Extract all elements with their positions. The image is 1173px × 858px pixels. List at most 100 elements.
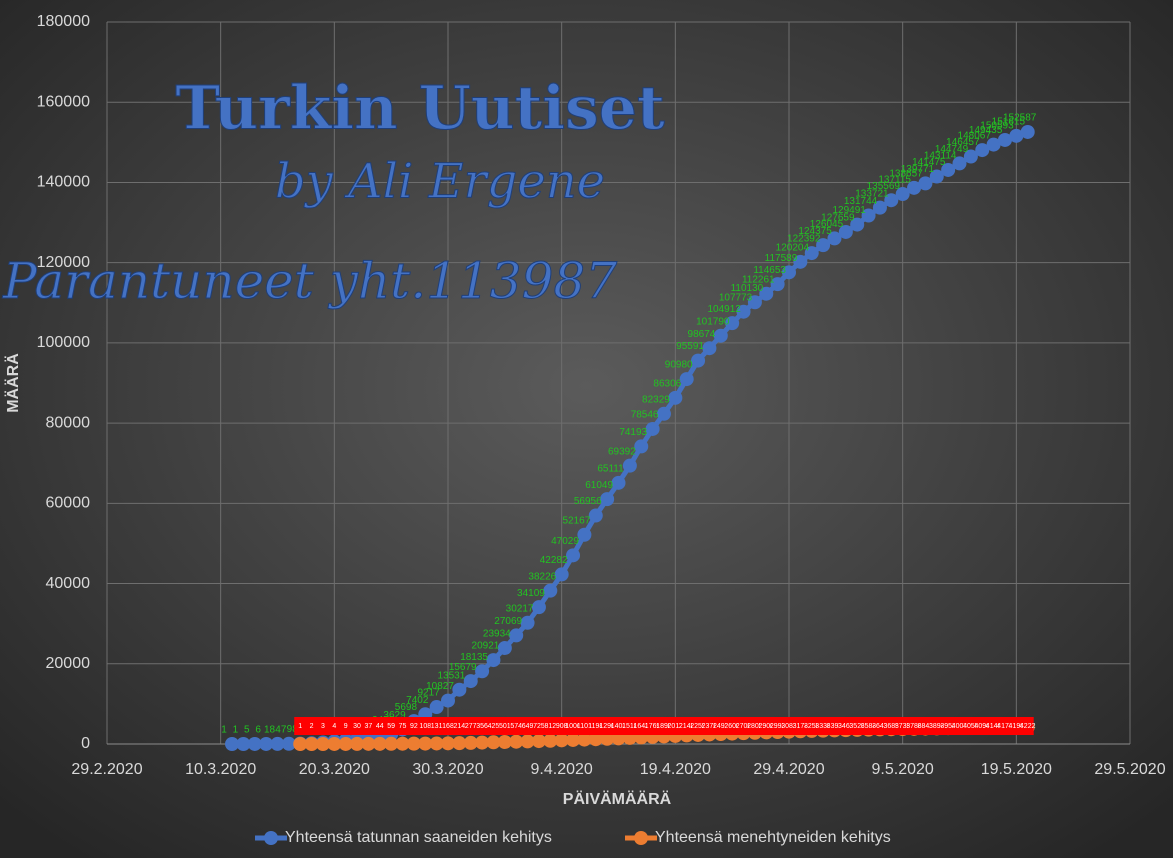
- marker: [577, 527, 592, 542]
- data-label: 144749: [935, 144, 969, 155]
- data-label-background: [396, 717, 409, 735]
- data-label-background: [669, 717, 682, 735]
- data-label: 3461: [838, 723, 854, 730]
- marker: [884, 193, 899, 208]
- data-label: 108: [419, 723, 431, 730]
- marker: [577, 732, 592, 747]
- data-label-background: [817, 717, 830, 735]
- data-label-background: [510, 717, 523, 735]
- data-label: 4055: [963, 723, 979, 730]
- marker: [725, 316, 740, 331]
- data-label: 5: [244, 725, 250, 736]
- data-label: 3629: [383, 710, 406, 721]
- data-label-background: [862, 717, 875, 735]
- marker: [918, 176, 933, 191]
- data-label: 5698: [395, 702, 418, 713]
- data-label-background: [623, 717, 636, 735]
- data-label: 86306: [653, 378, 681, 389]
- data-label: 122392: [787, 234, 821, 245]
- data-label: 138657: [889, 168, 923, 179]
- marker: [713, 328, 728, 343]
- marker: [338, 736, 353, 751]
- data-label: 44: [376, 723, 384, 730]
- marker: [929, 169, 944, 184]
- annotation: Parantuneet yht.113987: [2, 252, 617, 310]
- data-label: 65111: [597, 463, 624, 474]
- data-label: 649: [522, 723, 534, 730]
- x-tick-label: 19.5.2020: [981, 761, 1052, 778]
- legend-label: Yhteensä tatunnan saaneiden kehitys: [285, 829, 552, 846]
- marker: [566, 732, 581, 747]
- data-label: 104912: [707, 304, 741, 315]
- data-label: 1296: [599, 723, 615, 730]
- marker: [429, 700, 444, 715]
- marker: [452, 682, 467, 697]
- data-label-background: [294, 717, 307, 735]
- marker: [588, 732, 603, 747]
- data-label: 1198: [588, 723, 603, 730]
- marker: [543, 733, 558, 748]
- data-label: 139771: [901, 164, 935, 175]
- data-label: 1: [298, 723, 302, 730]
- x-tick-label: 9.4.2020: [531, 761, 593, 778]
- marker: [395, 736, 410, 751]
- data-label: 61049: [585, 480, 613, 491]
- marker: [361, 736, 376, 751]
- data-label: 148067: [958, 131, 992, 142]
- marker: [554, 733, 569, 748]
- data-label-background: [532, 717, 545, 735]
- data-label: 18135: [460, 652, 488, 663]
- marker: [475, 664, 490, 679]
- data-label-background: [703, 717, 716, 735]
- data-label: 110130: [731, 283, 764, 294]
- legend-marker: [264, 831, 278, 845]
- marker: [656, 406, 671, 421]
- data-label-background: [737, 717, 750, 735]
- marker: [441, 693, 455, 708]
- data-label: 42282: [540, 555, 568, 566]
- data-label: 2: [310, 723, 314, 730]
- data-label-background: [476, 717, 489, 735]
- data-label: 9217: [418, 688, 441, 699]
- data-label: 3336: [815, 723, 831, 730]
- data-label: 2017: [668, 723, 684, 730]
- y-tick-label: 60000: [46, 495, 91, 512]
- data-label: 129491: [833, 205, 867, 216]
- data-label: 150593: [980, 121, 1014, 132]
- marker: [861, 208, 876, 223]
- data-label-background: [1021, 717, 1034, 735]
- data-label: 149435: [969, 125, 1003, 136]
- data-label: 1518: [622, 723, 638, 730]
- y-tick-label: 160000: [37, 93, 90, 110]
- marker: [259, 736, 274, 751]
- data-label: 356: [476, 723, 488, 730]
- data-label: 4199: [1009, 723, 1025, 730]
- marker: [895, 187, 910, 202]
- data-label: 2992: [770, 723, 786, 730]
- marker: [634, 439, 649, 454]
- data-label: 3641: [872, 723, 888, 730]
- data-label-background: [487, 717, 500, 735]
- data-label-background: [942, 717, 955, 735]
- grid: [106, 21, 1131, 745]
- data-label: 112261: [742, 274, 775, 285]
- data-label: 34109: [517, 588, 545, 599]
- data-label: 4222: [1020, 723, 1036, 730]
- data-label-background: [385, 717, 398, 735]
- marker: [907, 180, 922, 195]
- marker: [350, 736, 365, 751]
- data-label: 214: [454, 723, 466, 730]
- data-label-background: [760, 717, 773, 735]
- data-label: 143114: [924, 151, 957, 162]
- data-label-background: [646, 717, 659, 735]
- data-label: 13531: [437, 670, 465, 681]
- data-label: 30217: [506, 603, 534, 614]
- marker: [975, 143, 990, 158]
- data-label: 277: [465, 723, 477, 730]
- data-label-background: [976, 717, 989, 735]
- marker: [372, 736, 387, 751]
- x-tick-label: 30.3.2020: [412, 761, 483, 778]
- data-label: 131: [431, 723, 443, 730]
